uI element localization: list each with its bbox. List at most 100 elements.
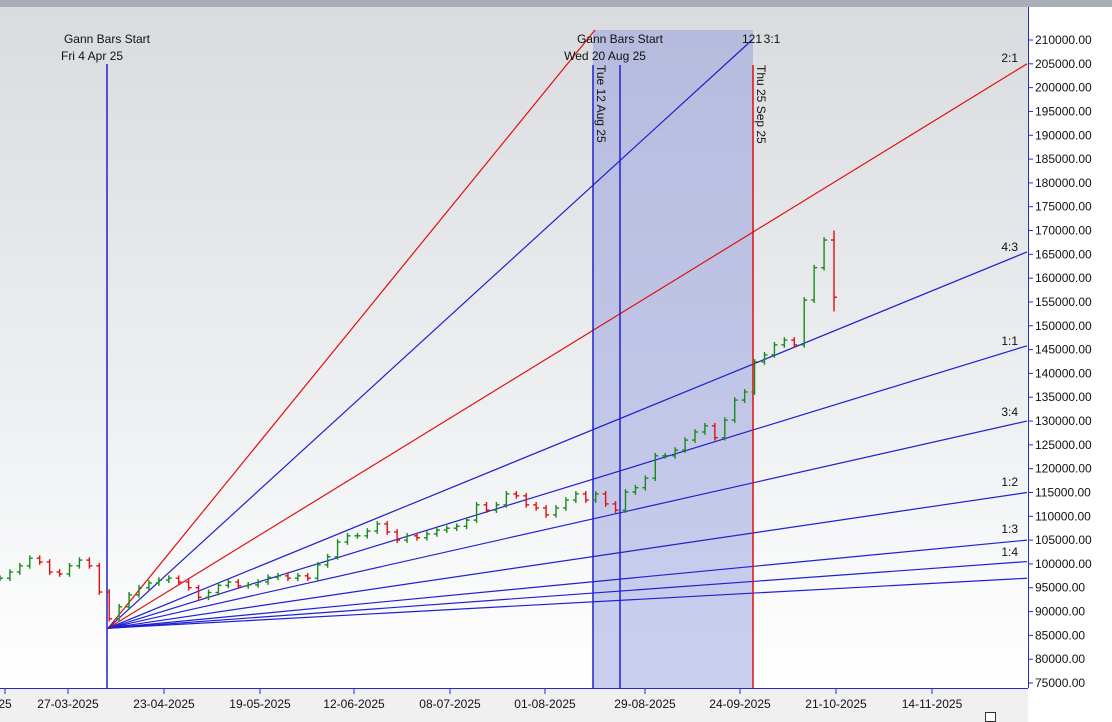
y-tick-label: 150000.00 <box>1035 319 1092 333</box>
gann-line-3-4 <box>107 420 1028 629</box>
price-bar <box>284 572 291 582</box>
price-bar <box>404 532 411 543</box>
price-bar <box>314 562 321 582</box>
marker-date: Tue 12 Aug 25 <box>594 65 608 143</box>
price-bar <box>0 575 3 582</box>
price-bar <box>423 531 430 541</box>
gann-line-3-1 <box>107 39 753 629</box>
y-tick-label: 165000.00 <box>1035 247 1092 261</box>
price-bar <box>533 502 540 511</box>
price-bar <box>145 580 152 591</box>
price-bar <box>6 569 13 582</box>
price-bar <box>106 589 113 622</box>
price-bar <box>443 525 450 533</box>
y-tick-label: 125000.00 <box>1035 438 1092 452</box>
y-tick-label: 95000.00 <box>1035 581 1085 595</box>
gann-label: 3:4 <box>1001 405 1018 419</box>
gann-label: 2:1 <box>1001 51 1018 65</box>
price-bar <box>692 429 698 443</box>
date-axis[interactable] <box>0 688 1028 722</box>
price-bar <box>831 230 837 312</box>
price-bar <box>503 491 510 508</box>
price-bar <box>771 341 778 358</box>
price-bar <box>374 521 381 534</box>
price-bar <box>473 502 480 523</box>
price-bar <box>46 559 53 575</box>
price-bar <box>761 351 768 365</box>
marker-title: Gann Bars Start <box>64 32 151 46</box>
price-bar <box>364 528 371 539</box>
y-tick-label: 160000.00 <box>1035 271 1092 285</box>
price-bar <box>16 562 23 575</box>
price-axis[interactable] <box>1028 7 1112 688</box>
gann-label: 1:1 <box>1001 334 1018 348</box>
gann-line-4-1 <box>107 29 596 629</box>
price-bar <box>66 562 73 577</box>
y-tick-label: 110000.00 <box>1035 509 1091 523</box>
gann-line-1-4 <box>107 560 1028 629</box>
price-bar <box>136 584 142 598</box>
price-bar <box>235 579 242 589</box>
marker-date: Fri 4 Apr 25 <box>61 49 123 63</box>
price-bar <box>215 582 222 596</box>
marker-date: Wed 20 Aug 25 <box>564 49 646 63</box>
x-tick-label: 27-03-2025 <box>37 697 99 711</box>
price-bar <box>185 579 192 591</box>
price-bar <box>672 447 679 459</box>
price-bar <box>711 422 718 441</box>
price-bar <box>36 555 43 565</box>
price-bar <box>294 572 301 582</box>
gann-line-4-3 <box>107 251 1028 629</box>
y-tick-label: 85000.00 <box>1035 628 1085 642</box>
price-bar <box>751 359 758 395</box>
gann-label: 121 <box>742 32 762 46</box>
price-bar <box>205 589 212 601</box>
x-tick-label: 21-10-2025 <box>805 697 867 711</box>
y-tick-label: 145000.00 <box>1035 343 1092 357</box>
price-bar <box>602 491 609 507</box>
price-bar <box>632 484 639 495</box>
y-tick-label: 120000.00 <box>1035 462 1092 476</box>
y-tick-label: 175000.00 <box>1035 200 1092 214</box>
price-bar <box>255 579 262 588</box>
y-tick-label: 130000.00 <box>1035 414 1092 428</box>
price-bar <box>513 491 520 499</box>
price-bar <box>682 437 689 453</box>
x-tick-label: 01-08-2025 <box>514 697 576 711</box>
price-bar <box>562 497 569 511</box>
price-bar <box>523 492 530 508</box>
gann-line-1-1 <box>107 345 1028 629</box>
price-bar <box>116 603 123 622</box>
price-bar <box>721 417 728 441</box>
gann-label: 3:1 <box>764 32 781 46</box>
x-tick-label: 14-11-2025 <box>902 697 963 711</box>
y-tick-label: 185000.00 <box>1035 152 1092 166</box>
gann-label: 1:4 <box>1001 545 1018 559</box>
y-tick-label: 100000.00 <box>1035 557 1092 571</box>
price-bar <box>662 452 669 459</box>
gann-line-1-8 <box>107 577 1028 629</box>
price-bar <box>225 579 232 589</box>
price-bar <box>642 475 649 491</box>
price-bar <box>463 517 470 530</box>
price-bar <box>245 582 252 589</box>
price-bar <box>324 553 331 568</box>
y-tick-label: 115000.00 <box>1035 485 1091 499</box>
price-bar <box>553 505 559 518</box>
price-bar <box>821 237 828 271</box>
price-bar <box>304 572 311 582</box>
x-tick-label: 23-04-2025 <box>133 697 195 711</box>
marker-title: Gann Bars Start <box>577 32 664 46</box>
y-tick-label: 75000.00 <box>1035 676 1085 690</box>
price-bar <box>731 397 738 423</box>
price-bar <box>781 337 788 348</box>
y-tick-label: 155000.00 <box>1035 295 1092 309</box>
window-top-bar <box>0 0 1112 7</box>
price-bar <box>76 557 83 569</box>
x-tick-label: 12-06-2025 <box>323 697 385 711</box>
y-tick-label: 180000.00 <box>1035 176 1092 190</box>
price-bar <box>354 532 361 539</box>
y-tick-label: 210000.00 <box>1035 33 1092 47</box>
price-bar <box>741 389 748 403</box>
